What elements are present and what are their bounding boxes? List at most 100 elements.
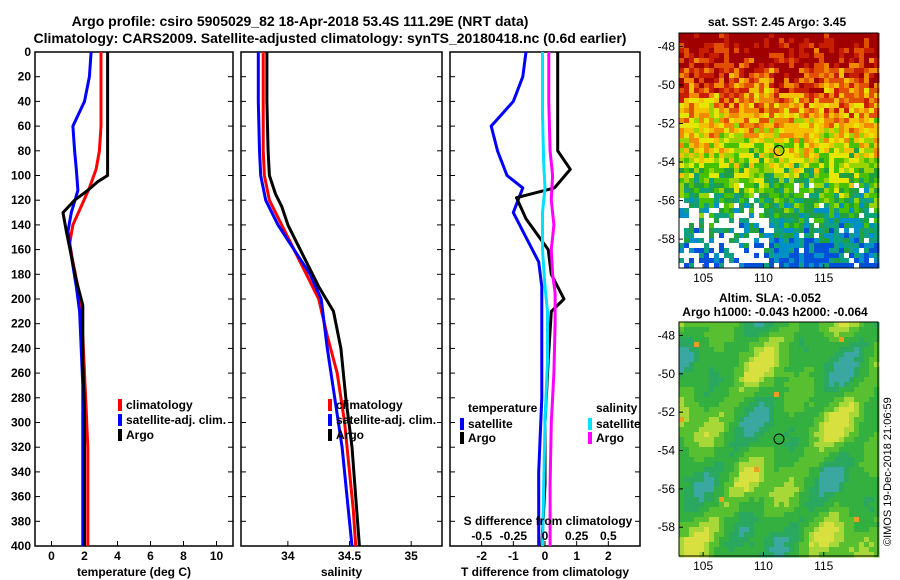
map-cell xyxy=(694,437,700,443)
map-cell xyxy=(759,322,765,328)
map-cell xyxy=(719,198,725,204)
map-cell xyxy=(679,118,685,124)
map-cell xyxy=(739,522,745,528)
map-cell xyxy=(739,198,745,204)
map-cell xyxy=(804,382,810,388)
map-cell xyxy=(679,542,685,548)
map-cell xyxy=(744,362,750,368)
map-cell xyxy=(864,258,870,264)
map-cell xyxy=(784,183,790,189)
map-cell xyxy=(799,497,805,503)
map-cell xyxy=(839,387,845,393)
map-cell xyxy=(834,153,840,159)
map-cell xyxy=(764,243,770,249)
map-cell xyxy=(814,412,820,418)
map-cell xyxy=(774,63,780,69)
map-cell xyxy=(864,193,870,199)
map-cell xyxy=(804,43,810,49)
map-cell xyxy=(804,482,810,488)
map-cell xyxy=(839,352,845,358)
map-cell xyxy=(714,332,720,338)
map-cell xyxy=(794,263,800,269)
map-cell xyxy=(724,213,730,219)
map-cell xyxy=(869,188,875,194)
map-cell xyxy=(684,143,690,149)
map-cell xyxy=(709,233,715,239)
map-cell xyxy=(799,98,805,104)
map-cell xyxy=(739,527,745,533)
map-cell xyxy=(809,377,815,383)
map-cell xyxy=(799,188,805,194)
map-cell xyxy=(859,512,865,518)
map-cell xyxy=(754,88,760,94)
map-cell xyxy=(759,203,765,209)
map-cell xyxy=(769,143,775,149)
map-cell xyxy=(724,238,730,244)
map-cell xyxy=(824,357,830,363)
map-cell xyxy=(784,522,790,528)
map-cell xyxy=(704,492,710,498)
map-cell xyxy=(739,467,745,473)
map-cell xyxy=(809,397,815,403)
map-cell xyxy=(779,78,785,84)
map-cell xyxy=(749,362,755,368)
map-cell xyxy=(769,387,775,393)
map-cell xyxy=(769,238,775,244)
map-cell xyxy=(759,407,765,413)
map-cell xyxy=(734,108,740,114)
map-cell xyxy=(794,103,800,109)
map-cell xyxy=(819,512,825,518)
map-cell xyxy=(719,183,725,189)
map-cell xyxy=(824,472,830,478)
map-cell xyxy=(779,517,785,523)
map-cell xyxy=(824,83,830,89)
map-cell xyxy=(764,457,770,463)
map-cell xyxy=(824,367,830,373)
map-cell xyxy=(774,168,780,174)
legend-swatch xyxy=(328,429,332,441)
map-cell xyxy=(759,467,765,473)
map-cell xyxy=(739,327,745,333)
map-cell xyxy=(684,327,690,333)
map-cell xyxy=(804,138,810,144)
map-cell xyxy=(839,547,845,553)
map-cell xyxy=(764,238,770,244)
map-cell xyxy=(794,397,800,403)
map-cell xyxy=(814,108,820,114)
map-cell xyxy=(819,73,825,79)
map-cell xyxy=(679,208,685,214)
map-cell xyxy=(784,387,790,393)
map-cell xyxy=(874,118,880,124)
map-cell xyxy=(839,507,845,513)
map-cell xyxy=(784,372,790,378)
map-cell xyxy=(859,178,865,184)
map-cell xyxy=(874,457,880,463)
depth-tick-label: 340 xyxy=(11,465,31,479)
map-cell xyxy=(834,432,840,438)
map-cell xyxy=(784,173,790,179)
map-cell xyxy=(734,447,740,453)
map-cell xyxy=(799,462,805,468)
map-cell xyxy=(844,537,850,543)
map-cell xyxy=(689,507,695,513)
map-cell xyxy=(729,198,735,204)
map-cell xyxy=(789,208,795,214)
map-cell xyxy=(799,78,805,84)
map-cell xyxy=(784,362,790,368)
map-cell xyxy=(794,63,800,69)
map-cell xyxy=(824,143,830,149)
map-cell xyxy=(784,337,790,343)
map-cell xyxy=(804,163,810,169)
map-cell xyxy=(779,218,785,224)
map-cell xyxy=(864,452,870,458)
map-cell xyxy=(744,422,750,428)
map-cell xyxy=(759,258,765,264)
map-cell xyxy=(734,337,740,343)
map-cell xyxy=(679,163,685,169)
map-cell xyxy=(684,123,690,129)
map-cell xyxy=(684,33,690,39)
map-cell xyxy=(874,63,880,69)
map-cell xyxy=(874,128,880,134)
map-cell xyxy=(854,352,860,358)
map-cell xyxy=(839,148,845,154)
